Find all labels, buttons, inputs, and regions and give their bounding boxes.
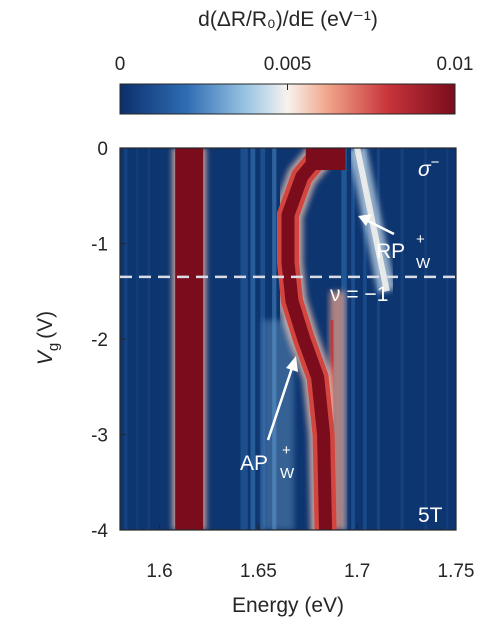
streak	[376, 148, 380, 530]
colorbar-tick-label: 0	[115, 54, 126, 75]
x-tick-label: 1.7	[344, 561, 370, 582]
bright-band	[175, 148, 204, 530]
streak	[424, 148, 427, 530]
svg-text:Vg(V): Vg (V)	[34, 311, 62, 365]
sigma-annotation: σ−	[418, 154, 440, 181]
streak	[351, 148, 355, 530]
nu-annotation: ν = −1	[330, 283, 388, 306]
streak	[363, 148, 367, 530]
top-blob	[305, 148, 346, 170]
svg-text:AP: AP	[240, 452, 268, 475]
y-axis-label-sub: g	[45, 343, 62, 351]
svg-text:+: +	[282, 442, 291, 459]
y-axis-ticks: 0 -1 -2 -3 -4	[91, 139, 126, 542]
y-tick-label: -4	[91, 521, 108, 542]
colorbar-tick-label: 0.01	[437, 54, 474, 75]
y-axis-label-main: V	[34, 349, 57, 365]
y-axis-label-unit: (V)	[34, 311, 57, 339]
x-axis-label: Energy (eV)	[232, 594, 344, 617]
y-axis-label: Vg (V)	[34, 311, 62, 365]
colorbar-tick-label: 0.005	[264, 54, 312, 75]
svg-text:W: W	[416, 255, 431, 272]
streak	[135, 148, 139, 530]
svg-text:RP: RP	[376, 240, 405, 263]
RP-W+	[354, 148, 390, 292]
ap-annotation: AP + W	[240, 356, 298, 482]
streak	[400, 148, 404, 530]
x-axis-ticks: 1.6 1.65 1.7 1.75	[146, 524, 474, 582]
y-tick-label: -2	[91, 330, 108, 351]
halo	[262, 319, 294, 530]
colorbar-ticks: 0 0.005 0.01	[115, 54, 474, 90]
streak	[240, 148, 248, 530]
x-tick-label: 1.75	[438, 561, 475, 582]
x-tick-label: 1.65	[240, 561, 277, 582]
y-tick-label: -3	[91, 426, 108, 447]
heatmap-layer	[123, 148, 449, 530]
x-tick-label: 1.6	[146, 561, 172, 582]
streak	[147, 148, 151, 530]
field-annotation: 5T	[418, 504, 443, 527]
AP-W+	[281, 148, 333, 530]
y-tick-label: -1	[91, 235, 108, 256]
colorbar-label: d(ΔR/R₀)/dE (eV⁻¹)	[198, 8, 378, 31]
rp-annotation: RP + W	[358, 214, 431, 272]
svg-text:W: W	[280, 465, 295, 482]
svg-text:+: +	[416, 231, 425, 248]
streak	[250, 148, 256, 530]
y-tick-label: 0	[97, 139, 108, 160]
streak	[446, 148, 449, 530]
